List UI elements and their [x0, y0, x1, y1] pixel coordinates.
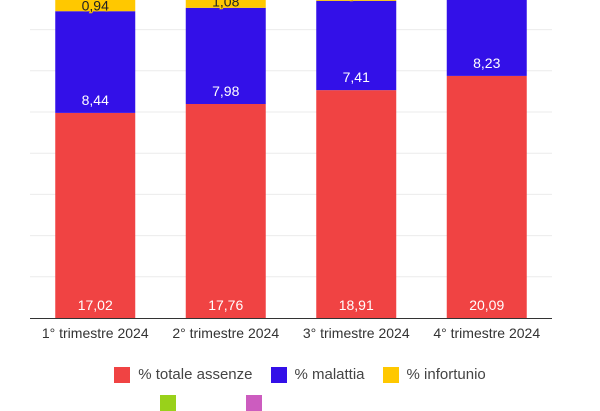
legend-swatch: [114, 366, 131, 383]
bar-segment: [185, 103, 266, 318]
legend-item-infortunio[interactable]: % infortunio: [382, 366, 486, 383]
data-label: 1,08: [212, 0, 239, 9]
data-label: 8,44: [82, 92, 109, 108]
x-tick-label: 3° trimestre 2024: [303, 325, 410, 341]
bar-segment: [446, 0, 527, 76]
data-label: 8,23: [473, 55, 500, 71]
x-tick-label: 4° trimestre 2024: [433, 325, 540, 341]
bar-segment: [55, 112, 136, 318]
bar-segment: [185, 7, 266, 104]
data-label: 1,24: [343, 0, 370, 1]
bar-segment: [55, 11, 136, 113]
bar-segment: [55, 0, 136, 12]
bar-segment: [446, 75, 527, 318]
legend-swatch-green[interactable]: [160, 395, 176, 411]
x-tick-label: 2° trimestre 2024: [172, 325, 279, 341]
bar-segment: [185, 0, 266, 8]
legend-swatch-pink[interactable]: [246, 395, 262, 411]
data-label: 7,98: [212, 83, 239, 99]
legend-item-malattia[interactable]: % malattia: [270, 366, 365, 383]
bar-segment: [316, 0, 397, 91]
legend-label: % malattia: [294, 366, 365, 383]
legend-swatch: [382, 366, 399, 383]
data-label: 7,41: [343, 69, 370, 85]
legend-item-totale-assenze[interactable]: % totale assenze: [114, 366, 253, 383]
data-label: 20,09: [469, 297, 504, 313]
legend-label: % totale assenze: [138, 366, 253, 383]
legend-swatch: [270, 366, 287, 383]
legend-label: % infortunio: [406, 366, 486, 383]
legend-row-1: % totale assenze % malattia % infortunio: [0, 366, 600, 383]
legend-row-2: [160, 395, 262, 411]
data-label: 0,94: [82, 0, 109, 14]
bar-segment: [316, 90, 397, 319]
bar-segment: [316, 0, 397, 1]
data-label: 17,76: [208, 297, 243, 313]
data-label: 18,91: [339, 297, 374, 313]
data-label: 17,02: [78, 297, 113, 313]
x-tick-label: 1° trimestre 2024: [42, 325, 149, 341]
stacked-bar-chart: 17,02 8,44 0,94 1° trimestre 2024 17,76 7,98 1…: [30, 0, 552, 341]
